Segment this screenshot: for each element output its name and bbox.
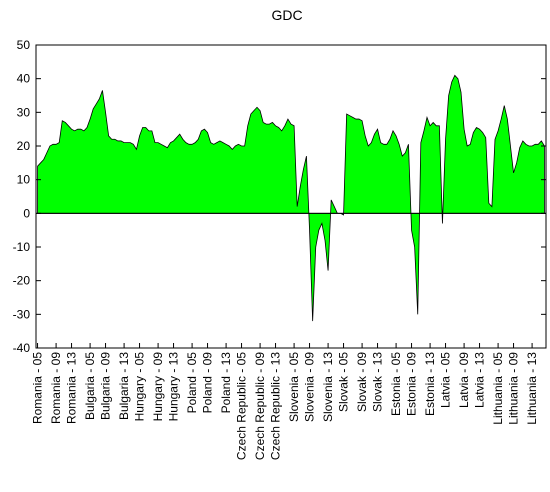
y-tick-label: -30 [13,307,31,321]
series-area [37,74,545,322]
x-tick-label: Hungary - 05 [133,352,147,422]
x-tick-label: Poland - 13 [219,352,233,414]
x-tick-label: Hungary - 09 [151,352,165,422]
x-tick-label: Bulgaria - 13 [117,352,131,420]
x-tick-label: Lithuania - 09 [507,352,521,425]
x-tick-label: Romania - 09 [49,352,63,424]
x-tick-label: Slovenia - 09 [303,352,317,422]
x-tick-label: Latvia - 05 [439,352,453,408]
x-tick-label: Czech Republic - 05 [235,352,249,460]
x-tick-label: Lithuania - 05 [491,352,505,425]
x-tick-label: Estonia - 13 [423,352,437,416]
x-tick-label: Slovenia - 05 [287,352,301,422]
y-tick-label: 30 [17,105,31,119]
y-tick-label: 10 [17,173,31,187]
x-tick-label: Romania - 05 [31,352,45,424]
y-tick-label: -40 [13,341,31,355]
y-tick-label: -20 [13,274,31,288]
x-tick-label: Latvia - 13 [473,352,487,408]
y-tick-label: -10 [13,240,31,254]
x-tick-label: Romania - 13 [65,352,79,424]
y-tick-label: 50 [17,38,31,52]
x-tick-label: Hungary - 13 [167,352,181,422]
x-tick-label: Slovak - 09 [355,352,369,412]
x-tick-label: Slovak - 05 [337,352,351,412]
x-tick-label: Czech Republic - 09 [253,352,267,460]
x-tick-label: Estonia - 09 [405,352,419,416]
x-tick-label: Czech Republic - 13 [269,352,283,460]
y-axis: 50 40 30 20 10 0 -10 -20 -30 -40 [13,38,546,355]
x-tick-label: Bulgaria - 09 [99,352,113,420]
x-tick-label: Poland - 09 [201,352,215,414]
plot-area [36,74,546,322]
plot-frame [35,44,547,349]
x-tick-label: Latvia - 09 [457,352,471,408]
x-tick-label: Poland - 05 [185,352,199,414]
x-tick-label: Estonia - 05 [389,352,403,416]
chart-title: GDC [271,7,302,23]
x-tick-label: Lithuania - 13 [525,352,539,425]
y-tick-label: 40 [17,72,31,86]
x-axis: Romania - 05 Romania - 09 Romania - 13 Bulg… [31,343,539,460]
x-tick-label: Slovak - 13 [371,352,385,412]
x-tick-label: Slovenia - 13 [321,352,335,422]
y-tick-label: 0 [23,206,30,220]
x-tick-label: Bulgaria - 05 [83,352,97,420]
y-tick-label: 20 [17,139,31,153]
